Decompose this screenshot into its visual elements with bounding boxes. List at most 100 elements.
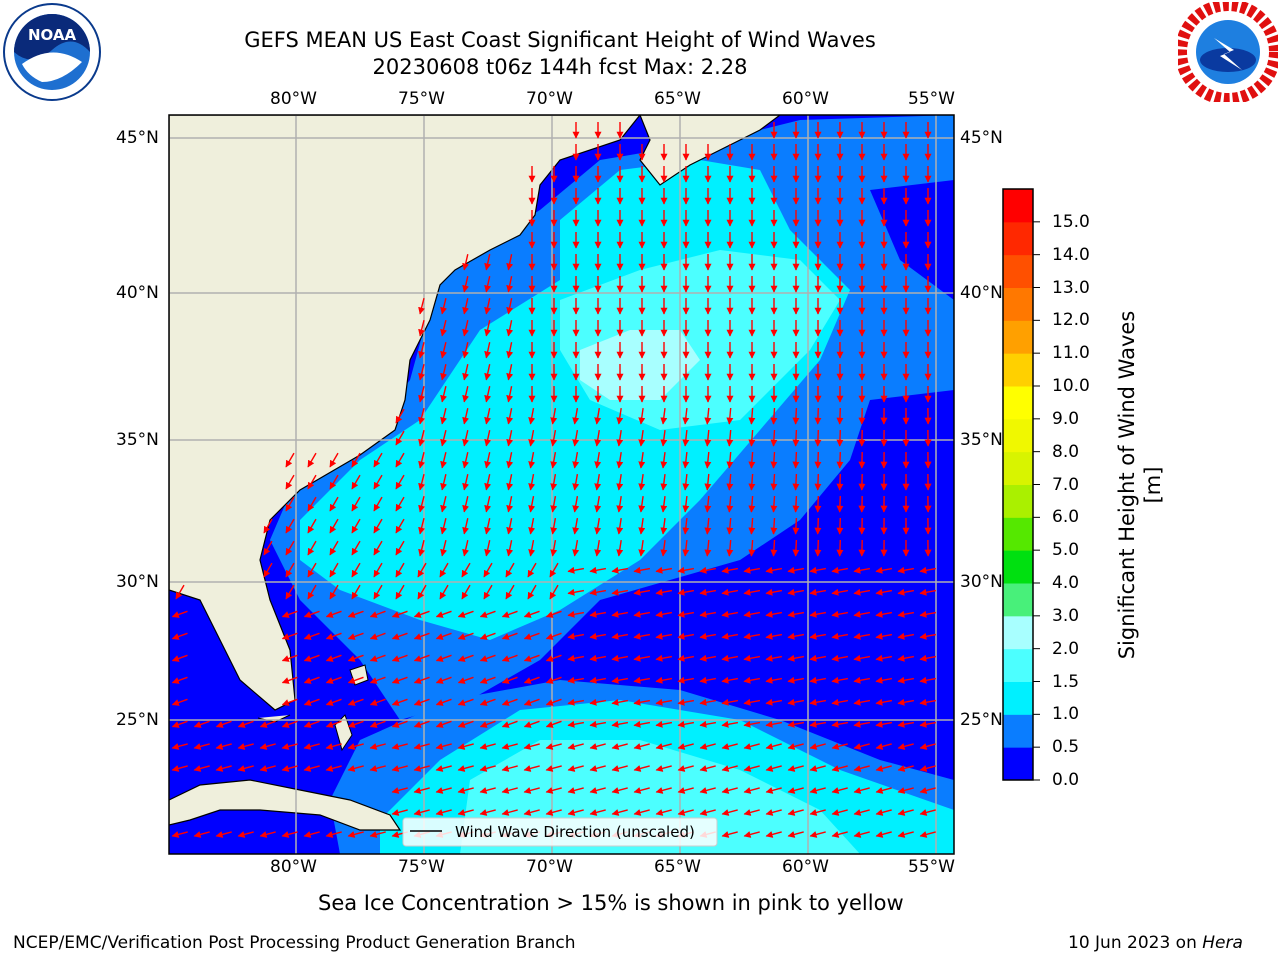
wind-wave-arrow	[897, 787, 914, 794]
wind-wave-arrow	[329, 518, 339, 534]
nws-logo	[1175, 0, 1280, 105]
colorbar-cell	[1003, 615, 1033, 650]
wind-wave-arrow	[660, 540, 668, 557]
wind-wave-arrow	[528, 517, 536, 535]
wind-wave-arrow	[281, 831, 298, 838]
wind-wave-arrow	[567, 676, 585, 684]
wind-wave-arrow	[171, 632, 188, 640]
wind-wave-arrow	[814, 473, 822, 491]
wind-wave-arrow	[440, 518, 447, 535]
wind-wave-arrow	[809, 765, 826, 772]
wind-wave-arrow	[545, 765, 562, 772]
wind-wave-arrow	[704, 407, 712, 425]
wind-wave-arrow	[237, 743, 254, 750]
wind-wave-arrow	[875, 698, 893, 706]
wind-wave-arrow	[303, 831, 320, 838]
wind-wave-arrow	[655, 809, 672, 816]
wind-wave-arrow	[814, 429, 822, 447]
wind-wave-arrow	[395, 474, 405, 490]
wind-wave-arrow	[875, 610, 893, 618]
wind-wave-arrow	[699, 720, 717, 728]
colorbar-tick-label: 0.5	[1052, 737, 1080, 758]
wind-wave-arrow	[792, 473, 800, 491]
wind-wave-arrow	[721, 566, 739, 574]
wind-wave-arrow	[638, 540, 646, 557]
wind-wave-arrow	[721, 809, 738, 816]
wind-wave-arrow	[721, 765, 738, 772]
wind-wave-arrow	[765, 831, 782, 838]
wind-wave-arrow	[418, 364, 425, 381]
wind-wave-arrow	[440, 364, 447, 381]
wind-wave-arrow	[611, 566, 629, 574]
wind-wave-arrow	[329, 540, 339, 556]
wind-wave-arrow	[395, 518, 405, 534]
wind-wave-arrow	[853, 720, 871, 728]
wind-wave-arrow	[748, 517, 756, 535]
wind-wave-arrow	[853, 743, 870, 750]
wind-wave-arrow	[792, 539, 800, 557]
wind-wave-arrow	[237, 720, 254, 728]
wind-wave-arrow	[787, 743, 804, 750]
wind-wave-arrow	[523, 698, 540, 706]
wind-wave-arrow	[594, 473, 602, 491]
wind-wave-arrow	[875, 765, 892, 772]
wind-wave-arrow	[655, 720, 673, 728]
wind-wave-arrow	[721, 632, 739, 640]
wind-wave-arrow	[462, 452, 470, 469]
wind-wave-arrow	[743, 809, 760, 816]
wind-wave-arrow	[633, 809, 650, 816]
wind-wave-arrow	[814, 407, 822, 425]
wind-wave-arrow	[704, 539, 712, 557]
wind-wave-arrow	[726, 473, 734, 491]
wind-wave-arrow	[483, 584, 493, 600]
wind-wave-arrow	[545, 743, 562, 750]
wind-wave-arrow	[919, 632, 937, 640]
wind-wave-arrow	[369, 743, 386, 750]
wind-wave-arrow	[369, 632, 386, 640]
wind-wave-arrow	[594, 495, 602, 513]
wind-wave-arrow	[875, 566, 893, 574]
wind-wave-arrow	[897, 588, 915, 596]
lat-tick-left-0: 45°N	[116, 128, 159, 148]
lon-tick-top-5: 55°W	[908, 89, 955, 109]
wind-wave-arrow	[550, 539, 558, 557]
lon-tick-bottom-3: 65°W	[654, 857, 701, 877]
wind-wave-arrow	[413, 676, 430, 684]
wind-wave-arrow	[303, 765, 320, 772]
wind-wave-arrow	[303, 610, 320, 618]
colorbar	[1002, 188, 1040, 781]
wind-wave-arrow	[391, 809, 408, 816]
wind-wave-arrow	[875, 632, 893, 640]
lon-tick-bottom-0: 80°W	[270, 857, 317, 877]
wind-wave-arrow	[699, 676, 717, 684]
wind-wave-arrow	[704, 451, 712, 469]
wind-wave-arrow	[770, 539, 778, 557]
colorbar-cell	[1003, 254, 1033, 288]
wind-wave-arrow	[897, 831, 914, 838]
wind-wave-arrow	[549, 562, 559, 578]
wind-wave-arrow	[307, 584, 317, 600]
wind-wave-arrow	[594, 451, 602, 469]
wind-wave-arrow	[809, 809, 826, 816]
wind-wave-arrow	[307, 452, 317, 468]
wind-wave-arrow	[413, 787, 430, 794]
wind-wave-arrow	[633, 698, 651, 706]
wind-wave-arrow	[528, 539, 536, 557]
wind-wave-arrow	[660, 408, 668, 425]
wind-wave-arrow	[523, 787, 540, 794]
wind-wave-arrow	[589, 765, 606, 772]
wind-wave-arrow	[550, 473, 558, 491]
wind-wave-arrows	[171, 122, 937, 838]
wind-wave-arrow	[369, 831, 386, 838]
colorbar-tick-label: 6.0	[1052, 507, 1080, 528]
wind-wave-arrow	[347, 831, 364, 838]
wind-wave-arrow	[748, 539, 756, 557]
wind-wave-arrow	[567, 787, 584, 794]
wind-wave-arrow	[545, 698, 562, 706]
wind-wave-arrow	[809, 588, 827, 596]
wind-wave-arrow	[831, 720, 849, 728]
wind-wave-arrow	[347, 654, 364, 662]
wind-wave-arrow	[792, 517, 800, 535]
wind-wave-arrow	[655, 676, 673, 684]
wind-wave-arrow	[435, 809, 452, 816]
